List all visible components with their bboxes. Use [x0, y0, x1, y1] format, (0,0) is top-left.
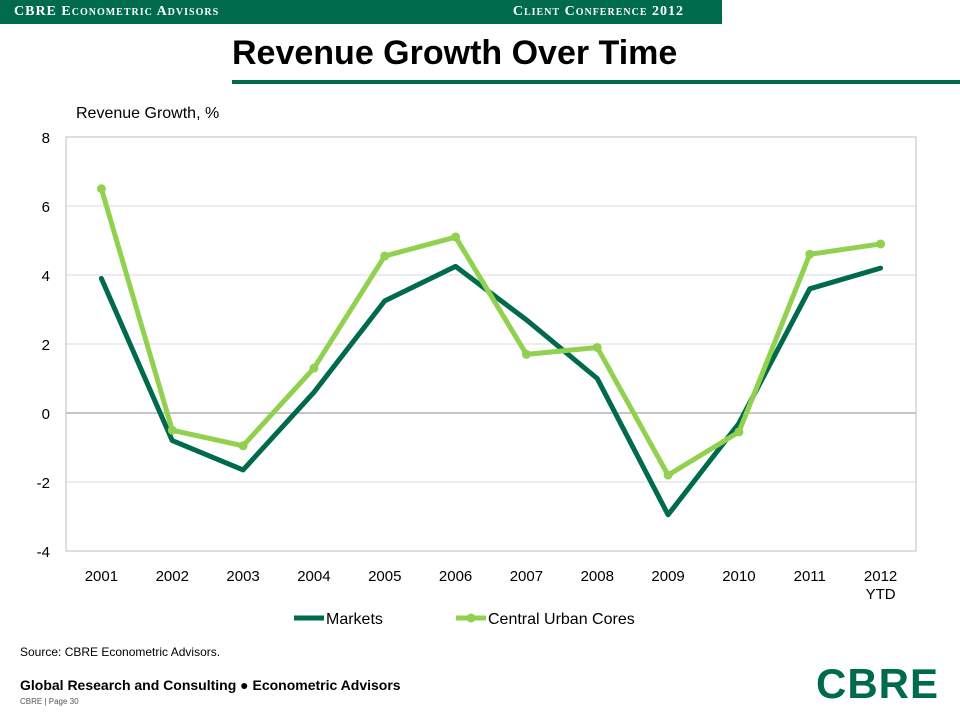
data-point: [663, 470, 673, 480]
y-axis-label: Revenue Growth, %: [76, 105, 219, 122]
y-tick-labels: 8 6 4 2 0 -2 -4: [37, 130, 50, 561]
y-tick-label: 2: [42, 337, 50, 354]
header-left-label: CBRE Econometric Advisors: [14, 4, 220, 19]
header-bar: CBRE Econometric Advisors Client Confere…: [0, 0, 722, 24]
data-point: [309, 363, 319, 373]
x-tick-label: 2001: [85, 568, 118, 585]
x-tick-label: 2006: [439, 568, 472, 585]
source-note: Source: CBRE Econometric Advisors.: [20, 645, 221, 659]
x-tick-label: 2011: [794, 568, 826, 585]
data-point: [380, 251, 390, 261]
data-point: [451, 232, 461, 242]
x-tick-label: 2002: [156, 568, 189, 585]
legend: Markets Central Urban Cores: [294, 611, 635, 628]
series-group: [96, 184, 886, 518]
revenue-growth-chart: Revenue Growth, % 8 6 4 2 0 -2 -4 2001 2002 2003…: [37, 105, 917, 628]
x-tick-label: 2004: [297, 568, 330, 585]
data-point: [167, 425, 177, 435]
legend-label: Markets: [326, 611, 383, 628]
page-title: Revenue Growth Over Time: [232, 34, 678, 72]
gridlines: [66, 136, 916, 552]
data-point: [876, 239, 886, 249]
y-tick-label: -2: [37, 475, 50, 492]
x-tick-label: 2009: [651, 568, 684, 585]
x-tick-labels: 2001 2002 2003 2004 2005 2006 2007 2008 2009 2010…: [85, 568, 898, 603]
series-line-markets: [98, 263, 884, 518]
data-point: [734, 427, 744, 437]
footer-page: CBRE | Page 30: [20, 697, 79, 706]
series-line-central-urban-cores: [98, 186, 884, 478]
legend-label: Central Urban Cores: [488, 611, 635, 628]
header-right-label: Client Conference 2012: [512, 4, 684, 19]
cbre-logo: CBRE: [816, 660, 940, 707]
legend-marker: [466, 613, 476, 623]
x-tick-label: 2012 YTD: [864, 568, 897, 603]
title-underline: [232, 80, 960, 84]
x-tick-label: 2005: [368, 568, 401, 585]
y-tick-label: 4: [42, 268, 50, 285]
y-tick-label: 8: [42, 130, 50, 147]
x-tick-label: 2003: [226, 568, 259, 585]
data-point: [805, 249, 815, 259]
data-point: [238, 441, 248, 451]
x-tick-label: 2008: [581, 568, 614, 585]
y-tick-label: -4: [37, 544, 50, 561]
plot-area-frame: [65, 136, 917, 552]
data-point: [521, 349, 531, 359]
x-tick-label: 2007: [510, 568, 543, 585]
y-tick-label: 0: [42, 406, 50, 423]
y-tick-label: 6: [42, 199, 50, 216]
x-tick-label: 2010: [722, 568, 755, 585]
footer-title: Global Research and Consulting ● Econome…: [20, 677, 401, 693]
data-point: [96, 184, 106, 194]
data-point: [592, 342, 602, 352]
